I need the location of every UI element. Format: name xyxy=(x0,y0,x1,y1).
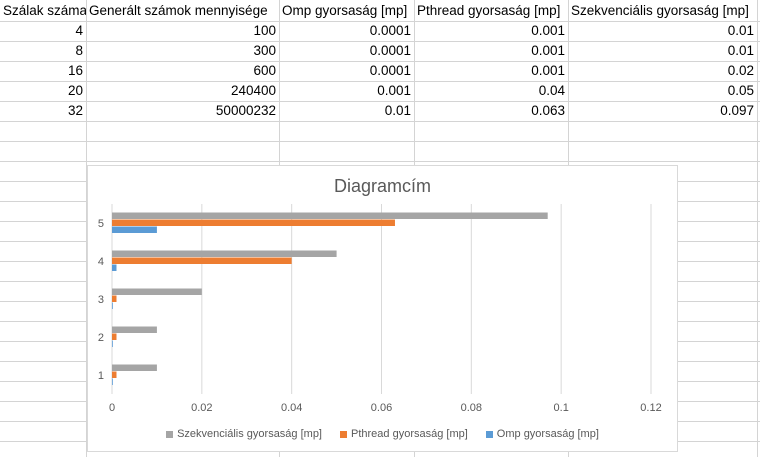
x-tick-label: 0.04 xyxy=(281,402,302,414)
table-cell[interactable]: 0.001 xyxy=(531,43,565,58)
bar-pthread xyxy=(112,333,117,340)
table-cell[interactable]: 0.05 xyxy=(727,83,754,98)
header-cell-sequential-speed[interactable]: Szekvenciális gyorsaság [mp] xyxy=(571,3,749,18)
bar-sequential xyxy=(112,326,157,333)
bar-omp xyxy=(112,226,157,233)
row-divider xyxy=(0,81,760,82)
legend-swatch xyxy=(485,430,493,438)
bar-omp xyxy=(112,378,113,385)
table-cell[interactable]: 300 xyxy=(253,43,276,58)
chart-title[interactable]: Diagramcím xyxy=(333,176,431,196)
x-tick-label: 0.06 xyxy=(371,402,392,414)
table-cell[interactable]: 0.01 xyxy=(384,103,411,118)
chart-legend[interactable]: Szekvenciális gyorsaság [mp] Pthread gyor… xyxy=(88,428,677,440)
table-cell[interactable]: 0.001 xyxy=(377,83,411,98)
table-cell[interactable]: 32 xyxy=(67,103,83,118)
bar-sequential xyxy=(112,212,548,219)
bar-sequential xyxy=(112,250,337,257)
table-cell[interactable]: 8 xyxy=(75,43,83,58)
column-divider xyxy=(757,0,758,457)
table-cell[interactable]: 100 xyxy=(253,23,276,38)
legend-swatch xyxy=(166,430,174,438)
table-cell[interactable]: 0.02 xyxy=(727,63,754,78)
column-divider xyxy=(86,0,87,457)
row-divider xyxy=(0,21,760,22)
table-cell[interactable]: 0.01 xyxy=(727,23,754,38)
table-cell[interactable]: 600 xyxy=(253,63,276,78)
row-divider xyxy=(0,41,760,42)
x-tick-label: 0.1 xyxy=(554,402,569,414)
x-tick-label: 0.02 xyxy=(191,402,212,414)
table-cell[interactable]: 0.04 xyxy=(538,83,565,98)
x-tick-label: 0.12 xyxy=(640,402,661,414)
table-cell[interactable]: 0.0001 xyxy=(369,63,411,78)
x-tick-label: 0.08 xyxy=(461,402,482,414)
row-divider xyxy=(0,61,760,62)
table-cell[interactable]: 0.0001 xyxy=(369,43,411,58)
row-divider xyxy=(0,161,760,162)
chart-plot-area: 0 0.02 0.04 0.06 0.08 0.1 0.12 1 2 3 4 5 xyxy=(98,204,662,414)
bar-chart[interactable]: Diagramcím 0 0.02 0.04 0.06 0.08 0.1 0.12 1 2 3 4 5… xyxy=(87,165,678,452)
y-tick-label: 5 xyxy=(98,218,104,230)
table-cell[interactable]: 20 xyxy=(67,83,83,98)
header-cell-omp-speed[interactable]: Omp gyorsaság [mp] xyxy=(282,3,408,18)
y-tick-label: 4 xyxy=(98,256,104,268)
row-divider xyxy=(0,141,760,142)
table-cell[interactable]: 240400 xyxy=(230,83,276,98)
x-tick-label: 0 xyxy=(109,402,115,414)
legend-label: Omp gyorsaság [mp] xyxy=(496,428,599,440)
bar-sequential xyxy=(112,288,202,295)
bar-omp xyxy=(112,302,113,309)
table-cell[interactable]: 50000232 xyxy=(215,103,276,118)
bar-pthread xyxy=(112,219,395,226)
header-cell-generated-count[interactable]: Generált számok mennyisége xyxy=(89,3,268,18)
row-divider xyxy=(0,121,760,122)
table-cell[interactable]: 0.01 xyxy=(727,43,754,58)
legend-label: Szekvenciális gyorsaság [mp] xyxy=(177,428,322,440)
bar-pthread xyxy=(112,371,117,378)
table-cell[interactable]: 0.063 xyxy=(531,103,565,118)
bar-sequential xyxy=(112,364,157,371)
y-tick-label: 2 xyxy=(98,332,104,344)
bar-pthread xyxy=(112,295,117,302)
header-cell-pthread-speed[interactable]: Pthread gyorsaság [mp] xyxy=(417,3,561,18)
bar-pthread xyxy=(112,257,292,264)
table-cell[interactable]: 0.0001 xyxy=(369,23,411,38)
legend-item[interactable]: Szekvenciális gyorsaság [mp] xyxy=(166,428,322,440)
table-cell[interactable]: 4 xyxy=(75,23,83,38)
table-cell[interactable]: 16 xyxy=(67,63,83,78)
y-tick-label: 3 xyxy=(98,294,104,306)
bar-omp xyxy=(112,264,117,271)
table-cell[interactable]: 0.001 xyxy=(531,63,565,78)
table-cell[interactable]: 0.097 xyxy=(720,103,754,118)
legend-item[interactable]: Pthread gyorsaság [mp] xyxy=(340,428,468,440)
y-tick-label: 1 xyxy=(98,370,104,382)
row-divider xyxy=(0,101,760,102)
legend-label: Pthread gyorsaság [mp] xyxy=(351,428,468,440)
bar-omp xyxy=(112,340,113,347)
legend-swatch xyxy=(340,430,347,438)
legend-item[interactable]: Omp gyorsaság [mp] xyxy=(485,428,599,440)
header-cell-threads[interactable]: Szálak száma xyxy=(3,3,86,18)
table-cell[interactable]: 0.001 xyxy=(531,23,565,38)
